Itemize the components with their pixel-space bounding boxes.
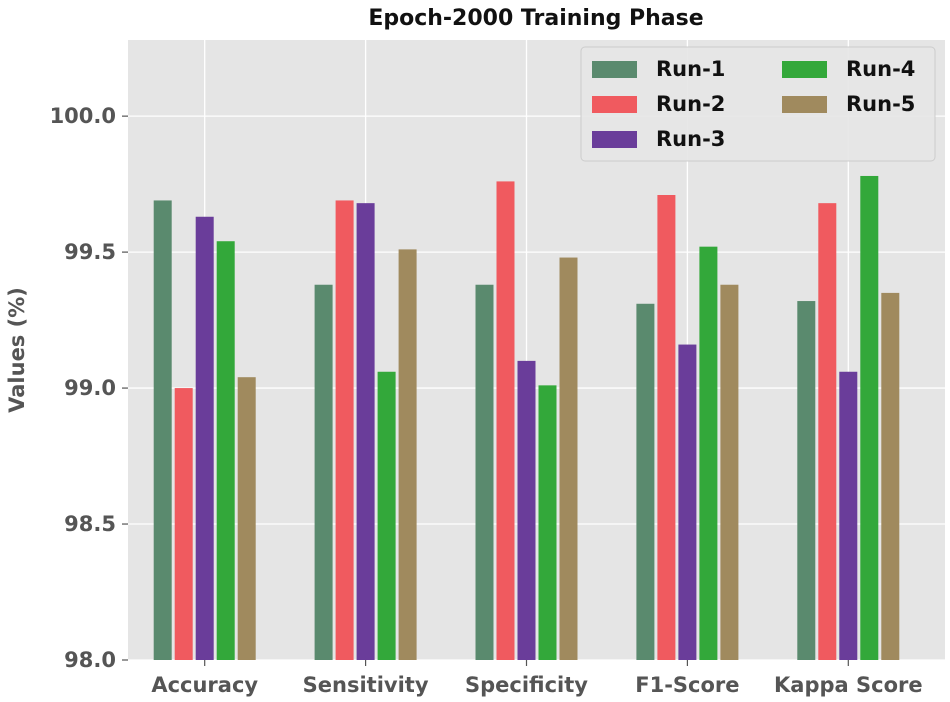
bar-run-4 [216, 241, 235, 660]
legend-swatch-run-5 [782, 96, 827, 113]
x-tick-label: Sensitivity [303, 673, 429, 697]
bar-run-2 [174, 388, 193, 660]
bar-run-4 [377, 371, 396, 660]
bar-run-5 [881, 292, 900, 660]
legend-label-run-1: Run-1 [656, 57, 725, 81]
legend-label-run-4: Run-4 [846, 57, 915, 81]
y-tick-label: 99.0 [64, 376, 116, 400]
bar-run-2 [496, 181, 515, 660]
bar-run-3 [356, 203, 375, 660]
bar-run-4 [538, 385, 557, 660]
y-tick-label: 99.5 [64, 240, 116, 264]
legend-label-run-3: Run-3 [656, 127, 725, 151]
x-tick-label: Specificity [465, 673, 588, 697]
bar-run-1 [314, 284, 333, 660]
bar-run-5 [559, 257, 578, 660]
bar-run-2 [335, 200, 354, 660]
chart-title: Epoch-2000 Training Phase [368, 6, 703, 31]
bar-run-3 [195, 216, 214, 660]
bar-run-3 [517, 360, 536, 660]
bar-run-5 [398, 249, 417, 660]
bar-run-5 [720, 284, 739, 660]
bar-run-2 [657, 195, 676, 660]
legend-swatch-run-2 [592, 96, 637, 113]
bar-series [153, 175, 900, 660]
bar-run-4 [860, 175, 879, 660]
legend-label-run-5: Run-5 [846, 92, 915, 116]
bar-run-3 [678, 344, 697, 660]
x-tick-label: F1-Score [635, 673, 739, 697]
x-axis-ticks: Accuracy Sensitivity Specificity F1-Score Ka… [151, 660, 923, 697]
x-tick-label: Accuracy [151, 673, 258, 697]
y-axis-ticks: 98.0 98.5 99.0 99.5 100.0 [50, 104, 128, 672]
bar-run-2 [818, 203, 837, 660]
legend: Run-1 Run-2 Run-3 Run-4 Run-5 [580, 46, 936, 162]
bar-run-1 [153, 200, 172, 660]
y-tick-label: 100.0 [50, 104, 116, 128]
bar-run-1 [636, 303, 655, 660]
legend-box [580, 46, 936, 162]
bar-run-1 [475, 284, 494, 660]
y-axis-label: Values (%) [5, 287, 29, 413]
legend-label-run-2: Run-2 [656, 92, 725, 116]
bar-run-5 [237, 377, 256, 660]
legend-swatch-run-4 [782, 61, 827, 78]
legend-swatch-run-1 [592, 61, 637, 78]
bar-run-1 [797, 301, 816, 660]
y-tick-label: 98.5 [64, 512, 116, 536]
bar-run-3 [839, 371, 858, 660]
y-tick-label: 98.0 [64, 648, 116, 672]
bar-run-4 [699, 246, 718, 660]
legend-swatch-run-3 [592, 131, 637, 148]
x-tick-label: Kappa Score [774, 673, 923, 697]
